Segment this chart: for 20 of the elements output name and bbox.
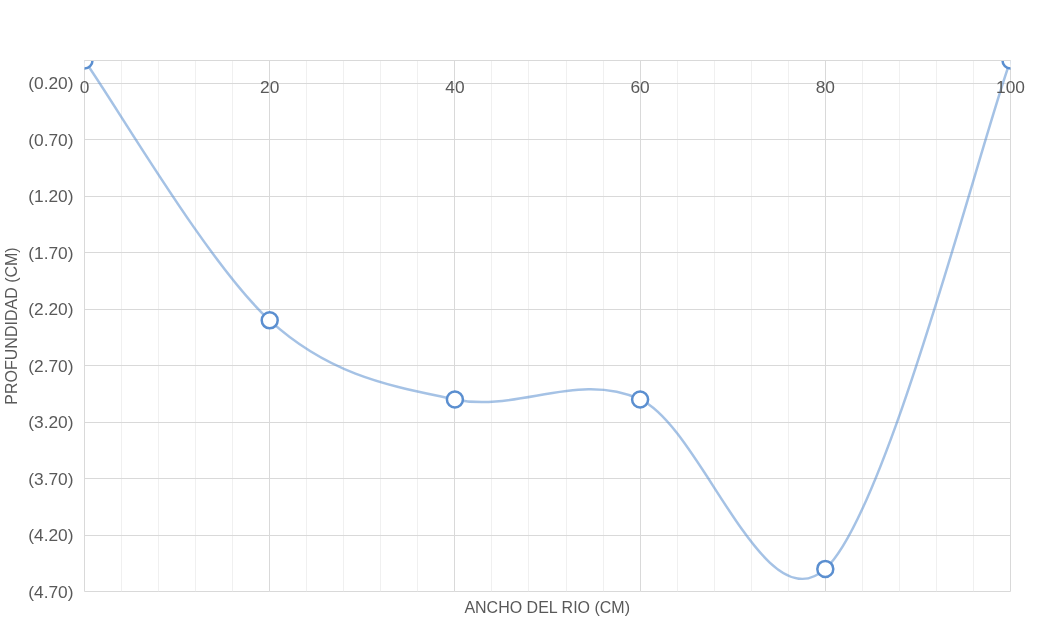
y-axis-title: PROFUNDIDAD (CM) — [3, 247, 21, 405]
y-tick-label: (0.70) — [28, 129, 74, 150]
y-tick-label: (2.20) — [28, 299, 74, 320]
x-axis-title: ANCHO DEL RIO (CM) — [464, 598, 631, 616]
x-tick-label: 40 — [445, 76, 465, 97]
x-tick-label: 80 — [815, 76, 835, 97]
y-tick-label: (2.70) — [28, 355, 74, 376]
y-tick-label: (1.70) — [28, 242, 74, 263]
point — [445, 390, 465, 409]
y-tick-label: (3.20) — [28, 412, 74, 433]
y-tick-label: (1.20) — [28, 186, 74, 207]
x-tick-label: 100 — [996, 76, 1025, 97]
y-tick-label: (4.20) — [28, 525, 74, 546]
x-tick-label: 0 — [79, 76, 90, 97]
x-tick-label: 60 — [630, 76, 650, 97]
y-tick-label: (3.70) — [28, 468, 74, 489]
x-tick-label: 20 — [260, 76, 280, 97]
y-tick-label: (0.20) — [28, 73, 74, 94]
point — [630, 390, 650, 409]
y-tick-label: (4.70) — [28, 581, 74, 602]
